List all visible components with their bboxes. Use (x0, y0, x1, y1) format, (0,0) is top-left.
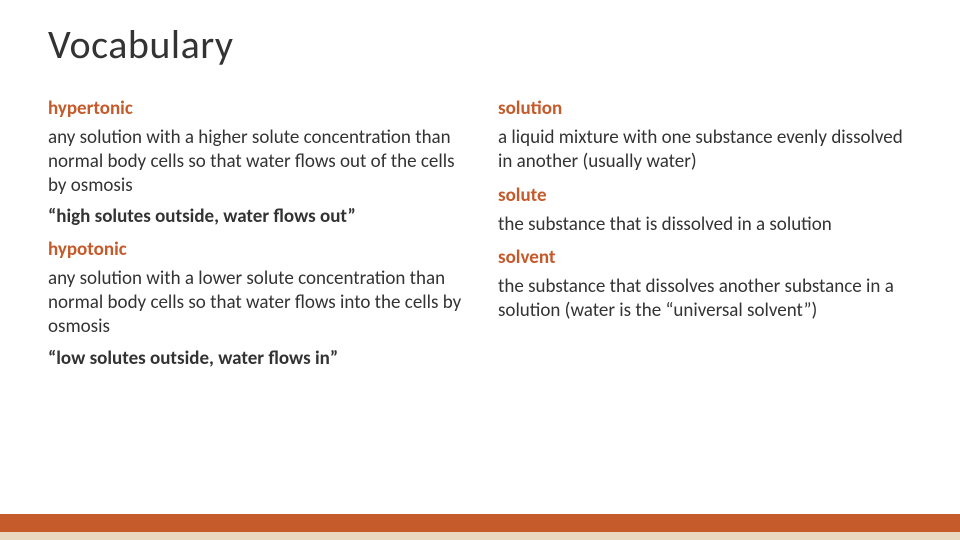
term-solvent: solvent (498, 246, 912, 269)
term-solute: solute (498, 184, 912, 207)
right-column: solution a liquid mixture with one subst… (498, 87, 912, 378)
page-title: Vocabulary (48, 20, 912, 69)
term-solution: solution (498, 97, 912, 120)
vocabulary-columns: hypertonic any solution with a higher so… (48, 87, 912, 378)
def-hypotonic: any solution with a lower solute concent… (48, 267, 462, 338)
term-hypertonic: hypertonic (48, 97, 462, 120)
mnemonic-hypotonic: “low solutes outside, water flows in” (48, 347, 462, 370)
term-hypotonic: hypotonic (48, 238, 462, 261)
footer-bar (0, 514, 960, 540)
left-column: hypertonic any solution with a higher so… (48, 87, 462, 378)
def-hypertonic: any solution with a higher solute concen… (48, 126, 462, 197)
footer-orange-bar (0, 514, 960, 532)
def-solution: a liquid mixture with one substance even… (498, 126, 912, 174)
def-solvent: the substance that dissolves another sub… (498, 275, 912, 323)
slide: Vocabulary hypertonic any solution with … (0, 0, 960, 540)
def-solute: the substance that is dissolved in a sol… (498, 213, 912, 237)
footer-tan-bar (0, 532, 960, 540)
mnemonic-hypertonic: “high solutes outside, water flows out” (48, 205, 462, 228)
